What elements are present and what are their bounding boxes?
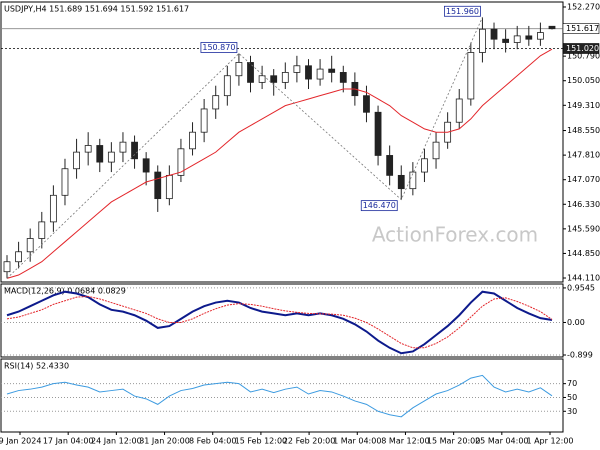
y-tick-label: 144.850	[567, 249, 600, 258]
x-tick-label: 25 Mar 04:00	[475, 437, 528, 446]
y-tick-label: -0.899	[567, 351, 593, 360]
x-tick-label: 15 Mar 20:00	[427, 437, 480, 446]
y-tick-label: 30	[567, 407, 577, 416]
indicator-line	[6, 290, 553, 355]
annotation-label: 146.470	[363, 201, 396, 210]
y-tick-label: 150.790	[567, 52, 600, 61]
price-level-label: 151.617	[566, 24, 599, 33]
candle-body	[177, 148, 185, 176]
panel-frame	[0, 1, 564, 283]
candle-body	[513, 35, 521, 43]
candle-body	[131, 141, 138, 160]
annotation-label: 150.870	[202, 43, 235, 52]
y-tick-label: 147.070	[567, 175, 600, 184]
candle-body	[73, 151, 80, 170]
x-tick-label: 17 Jan 04:00	[43, 437, 94, 446]
candle-body	[223, 75, 231, 97]
y-tick-label: 144.110	[567, 274, 600, 283]
candle-body	[15, 251, 22, 263]
y-tick-label: 148.550	[567, 126, 600, 135]
candle-body	[502, 38, 510, 43]
candle-body	[339, 72, 347, 83]
candle-body	[316, 68, 324, 80]
candle-body	[548, 25, 556, 30]
indicator-line	[6, 374, 553, 418]
x-tick-label: 8 Feb 04:00	[189, 437, 236, 446]
panel-title: RSI(14) 52.4330	[4, 362, 69, 371]
candle-body	[258, 75, 266, 83]
candle-body	[107, 151, 115, 163]
candle-body	[212, 95, 220, 110]
y-tick-label: 152.270	[567, 2, 600, 11]
x-tick-label: 15 Feb 12:00	[235, 437, 287, 446]
y-tick-label: 145.590	[567, 224, 600, 233]
candle-body	[328, 68, 336, 73]
candle-body	[409, 171, 417, 190]
candle-body	[432, 141, 440, 160]
candle-body	[235, 62, 243, 77]
y-tick-label: 147.810	[567, 151, 600, 160]
y-tick-label: 149.310	[567, 101, 600, 110]
y-tick-label: 146.330	[567, 200, 600, 209]
candle-body	[421, 158, 428, 173]
candle-body	[537, 32, 544, 40]
candle-body	[363, 95, 370, 113]
x-tick-label: 31 Jan 20:00	[139, 437, 190, 446]
candle-body	[200, 108, 208, 133]
candle-body	[305, 65, 312, 80]
y-tick-label: 50	[567, 393, 577, 402]
candle-body	[165, 174, 173, 200]
candle-body	[467, 52, 475, 100]
price-level-box	[562, 43, 600, 54]
indicator-line	[6, 295, 553, 349]
x-tick-label: 1 Apr 12:00	[526, 437, 573, 446]
y-tick-label: 70	[567, 379, 577, 388]
candle-body	[96, 145, 104, 163]
candle-body	[386, 155, 394, 176]
candle-body	[154, 171, 162, 200]
candle-body	[38, 221, 46, 239]
candle-body	[84, 145, 92, 153]
candle-body	[281, 72, 289, 83]
candle-body	[26, 238, 34, 253]
x-tick-label: 1 Mar 04:00	[333, 437, 381, 446]
candle-body	[490, 28, 498, 40]
candle-body	[397, 174, 405, 190]
x-tick-label: 9 Jan 2024	[0, 437, 41, 446]
panel-frame	[0, 283, 564, 358]
annotation-box	[200, 42, 238, 53]
price-level-box	[562, 23, 600, 34]
candle-body	[189, 131, 196, 150]
candle-body	[61, 168, 69, 196]
watermark: ActionForex.com	[372, 223, 538, 247]
x-tick-label: 24 Jan 12:00	[91, 437, 142, 446]
candle-body	[479, 28, 486, 53]
candle-body	[142, 158, 150, 173]
annotation-label: 151.960	[446, 7, 479, 16]
x-tick-label: 22 Feb 20:00	[283, 437, 335, 446]
y-tick-label: 150.050	[567, 76, 600, 85]
panel-frame	[0, 358, 564, 433]
y-tick-label: 0.00	[567, 318, 585, 327]
panel-title: USDJPY,H4 151.689 151.694 151.592 151.61…	[4, 5, 189, 14]
x-tick-label: 8 Mar 12:00	[381, 437, 429, 446]
candle-body	[3, 261, 11, 273]
zigzag-line	[6, 17, 483, 279]
y-tick-label: 0.9545	[567, 283, 595, 292]
candle-body	[293, 65, 301, 73]
annotation-box	[360, 200, 398, 212]
candle-body	[525, 35, 533, 40]
annotation-box	[444, 5, 481, 17]
candle-body	[374, 111, 382, 156]
candle-body	[455, 98, 463, 123]
candle-body	[270, 75, 278, 83]
moving-average	[6, 48, 553, 279]
candle-body	[49, 194, 57, 223]
price-level-label: 151.020	[566, 44, 599, 53]
candle-body	[119, 141, 127, 153]
candle-body	[247, 62, 254, 83]
